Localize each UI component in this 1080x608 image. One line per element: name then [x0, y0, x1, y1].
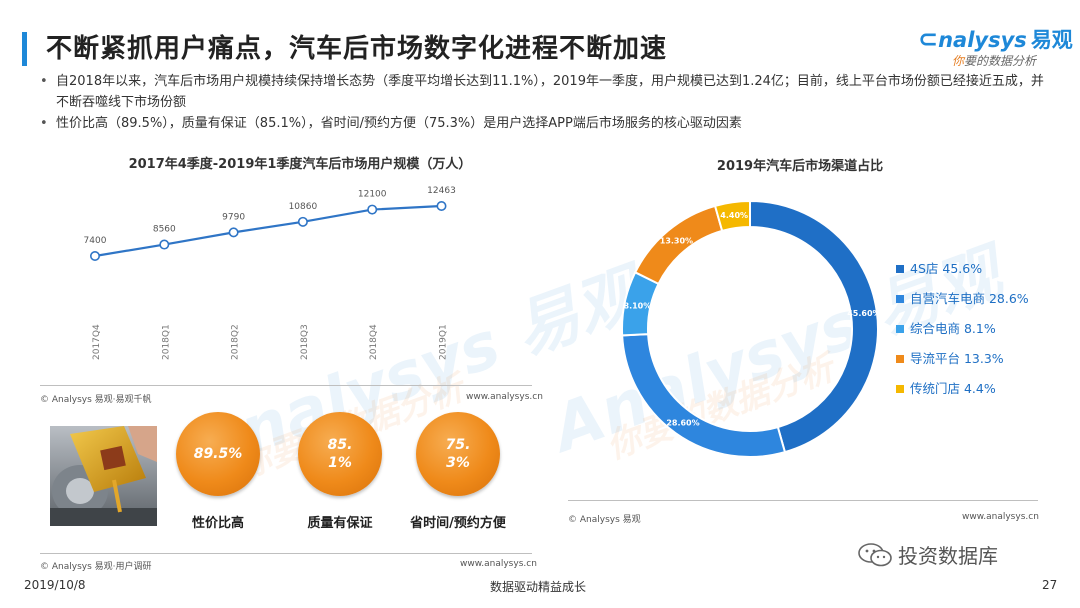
legend-swatch — [896, 385, 904, 393]
driver-label-price: 性价比高 — [191, 516, 244, 531]
legend-swatch — [896, 355, 904, 363]
survey-source: © Analysys 易观·用户调研 — [40, 562, 152, 572]
legend-label: 传统门店 4.4% — [910, 381, 996, 396]
logo-sub-rest: 要的数据分析 — [964, 54, 1037, 68]
legend-item: 导流平台 13.3% — [896, 344, 1029, 374]
data-label: 10860 — [289, 202, 318, 212]
footer-date: 2019/10/8 — [24, 578, 86, 592]
legend-item: 4S店 45.6% — [896, 254, 1029, 284]
legend-swatch — [896, 295, 904, 303]
line-chart-svg: 2017年4季度-2019年1季度汽车后市场用户规模（万人） 7400 2017Q4… — [84, 156, 472, 360]
page-number: 27 — [1042, 578, 1058, 592]
analysys-logo: ⊂nalysys 易观 你要的数据分析 — [918, 24, 1073, 68]
logo-o-icon: ⊂ — [918, 25, 939, 53]
survey-source-url: www.analysys.cn — [460, 559, 537, 569]
x-tick-label: 2018Q1 — [161, 324, 171, 360]
driver-circle-value-quality: 85.1% — [298, 412, 382, 496]
chart-title: 2017年4季度-2019年1季度汽车后市场用户规模（万人） — [129, 156, 472, 172]
legend-label: 自营汽车电商 28.6% — [910, 291, 1029, 306]
driver-circle-value-price: 89.5% — [176, 412, 260, 496]
legend-label: 导流平台 13.3% — [910, 351, 1004, 366]
data-label: 12100 — [358, 190, 387, 200]
slice-label: 45.60% — [847, 309, 880, 318]
data-point — [159, 239, 170, 250]
legend-swatch — [896, 265, 904, 273]
legend-item: 传统门店 4.4% — [896, 374, 1029, 404]
series-line — [94, 204, 442, 258]
x-tick-label: 2017Q4 — [92, 324, 102, 360]
data-point — [367, 204, 378, 215]
divider — [40, 553, 532, 554]
donut-slice — [749, 199, 879, 454]
engine-oil-photo — [50, 426, 157, 526]
wechat-account: 投资数据库 — [858, 540, 998, 569]
donut-slice — [621, 333, 787, 458]
data-label: 9790 — [222, 212, 245, 222]
x-tick-label: 2018Q4 — [369, 324, 379, 360]
logo-sub-first: 你 — [952, 54, 965, 68]
data-label: 12463 — [427, 186, 456, 196]
driver-circle-value-time: 75.3% — [416, 412, 500, 496]
donut-slice — [713, 199, 751, 233]
footer-tagline: 数据驱动精益成长 — [490, 580, 587, 594]
page-title: 不断紧抓用户痛点，汽车后市场数字化进程不断加速 — [46, 34, 668, 64]
driver-label-time: 省时间/预约方便 — [410, 516, 506, 531]
legend-item: 自营汽车电商 28.6% — [896, 284, 1029, 314]
channel-share-donut-chart: 2019年汽车后市场渠道占比 45.60% 28.60% 8.10% 13.30% 4.4… — [560, 148, 1060, 508]
legend-label: 4S店 45.6% — [910, 261, 983, 276]
data-label: 8560 — [153, 225, 176, 235]
donut-legend: 4S店 45.6% 自营汽车电商 28.6% 综合电商 8.1% 导流平台 13… — [896, 254, 1029, 404]
bullet-item: 性价比高（89.5%），质量有保证（85.1%），省时间/预约方便（75.3%）… — [40, 113, 1050, 134]
wechat-icon — [858, 542, 892, 568]
divider — [40, 385, 532, 386]
legend-swatch — [896, 325, 904, 333]
chart-source-url: www.analysys.cn — [466, 392, 543, 402]
data-point — [297, 216, 308, 227]
data-point — [89, 251, 100, 262]
bullet-item: 自2018年以来，汽车后市场用户规模持续保持增长态势（季度平均增长达到11.1%… — [40, 71, 1050, 113]
chart-source: © Analysys 易观·易观千帆 — [40, 395, 152, 405]
slice-label: 4.40% — [720, 211, 748, 220]
legend-label: 综合电商 8.1% — [910, 321, 996, 336]
data-point — [228, 227, 239, 238]
legend-item: 综合电商 8.1% — [896, 314, 1029, 344]
x-tick-label: 2018Q2 — [231, 324, 241, 360]
logo-text: nalysys — [938, 28, 1027, 52]
data-point — [436, 200, 447, 211]
wechat-name: 投资数据库 — [898, 544, 998, 568]
slice-label: 8.10% — [624, 302, 652, 311]
slice-label: 28.60% — [666, 418, 699, 427]
divider — [568, 500, 1038, 501]
summary-bullets: 自2018年以来，汽车后市场用户规模持续保持增长态势（季度平均增长达到11.1%… — [40, 71, 1050, 134]
slice-label: 13.30% — [660, 237, 693, 246]
user-scale-line-chart: 2017年4季度-2019年1季度汽车后市场用户规模（万人） 7400 2017Q4… — [40, 148, 540, 383]
donut-chart-svg: 2019年汽车后市场渠道占比 45.60% 28.60% 8.10% 13.30% 4.4… — [621, 158, 883, 458]
x-tick-label: 2018Q3 — [300, 324, 310, 360]
donut-source: © Analysys 易观 — [568, 515, 641, 525]
title-accent-bar — [22, 32, 27, 66]
chart-title: 2019年汽车后市场渠道占比 — [717, 158, 883, 174]
logo-cn: 易观 — [1030, 28, 1073, 52]
data-label: 7400 — [84, 236, 107, 246]
driver-label-quality: 质量有保证 — [307, 516, 373, 531]
donut-source-url: www.analysys.cn — [962, 512, 1039, 522]
x-tick-label: 2019Q1 — [439, 324, 449, 360]
